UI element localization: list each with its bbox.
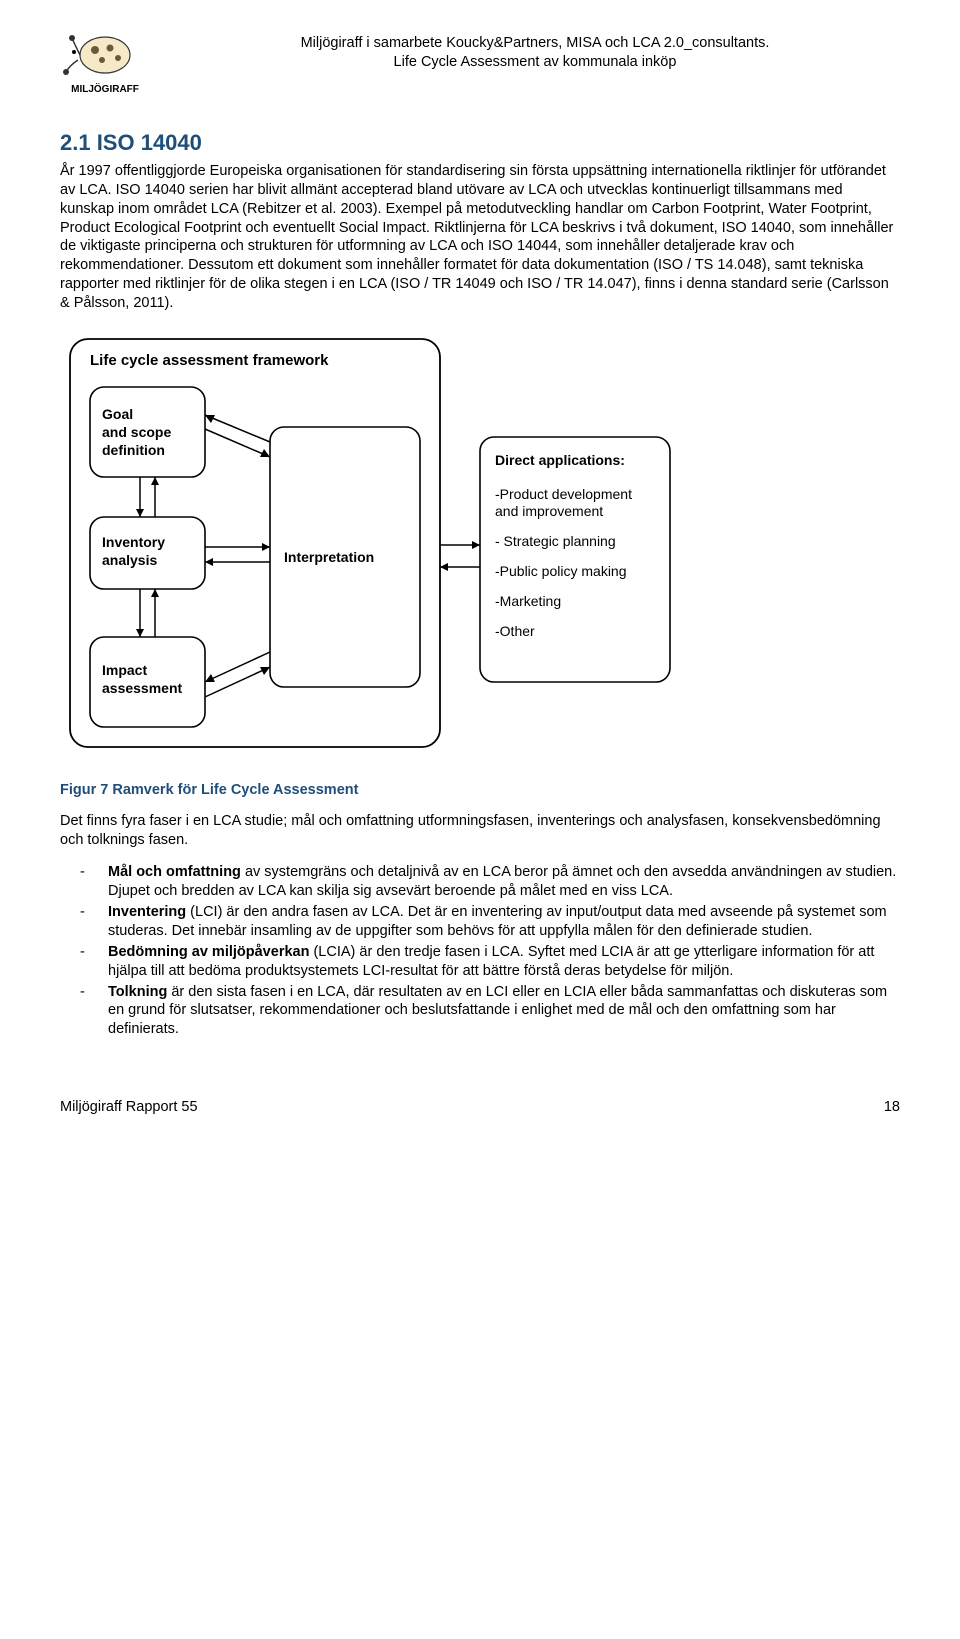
svg-text:Direct applications:: Direct applications: <box>495 452 625 468</box>
phase-text: är den sista fasen i en LCA, där resulta… <box>108 984 887 1038</box>
section-heading: 2.1 ISO 14040 <box>60 130 900 156</box>
footer-left: Miljögiraff Rapport 55 <box>60 1099 198 1115</box>
diagram-title: Life cycle assessment framework <box>90 352 329 369</box>
page-header: MILJÖGIRAFF Miljögiraff i samarbete Kouc… <box>60 30 900 100</box>
footer-page-number: 18 <box>884 1099 900 1115</box>
phase-label: Bedömning av miljöpåverkan <box>108 944 309 960</box>
figure-caption: Figur 7 Ramverk för Life Cycle Assessmen… <box>60 782 900 798</box>
list-dash: - <box>80 943 108 962</box>
header-line1: Miljögiraff i samarbete Koucky&Partners,… <box>301 35 770 51</box>
phase-label: Mål och omfattning <box>108 864 241 880</box>
list-item: -Mål och omfattning av systemgräns och d… <box>60 863 900 901</box>
page-footer: Miljögiraff Rapport 55 18 <box>60 1099 900 1115</box>
list-item: -Inventering (LCI) är den andra fasen av… <box>60 903 900 941</box>
list-dash: - <box>80 983 108 1002</box>
phase-label: Tolkning <box>108 984 167 1000</box>
logo-label: MILJÖGIRAFF <box>71 82 139 95</box>
svg-text:Interpretation: Interpretation <box>284 549 374 565</box>
phase-text: (LCI) är den andra fasen av LCA. Det är … <box>108 904 887 939</box>
page: MILJÖGIRAFF Miljögiraff i samarbete Kouc… <box>0 0 960 1145</box>
list-dash: - <box>80 863 108 882</box>
para-2: Det finns fyra faser i en LCA studie; må… <box>60 812 900 850</box>
phase-list: -Mål och omfattning av systemgräns och d… <box>60 863 900 1039</box>
header-text: Miljögiraff i samarbete Koucky&Partners,… <box>170 30 900 72</box>
para-1: År 1997 offentliggjorde Europeiska organ… <box>60 162 900 313</box>
list-item: -Bedömning av miljöpåverkan (LCIA) är de… <box>60 943 900 981</box>
logo: MILJÖGIRAFF <box>60 30 150 100</box>
diagram-svg: Life cycle assessment framework Goal and… <box>60 327 680 757</box>
header-line2: Life Cycle Assessment av kommunala inköp <box>394 54 677 70</box>
phase-label: Inventering <box>108 904 186 920</box>
lca-framework-diagram: Life cycle assessment framework Goal and… <box>60 327 900 762</box>
list-item: -Tolkning är den sista fasen i en LCA, d… <box>60 983 900 1040</box>
list-dash: - <box>80 903 108 922</box>
